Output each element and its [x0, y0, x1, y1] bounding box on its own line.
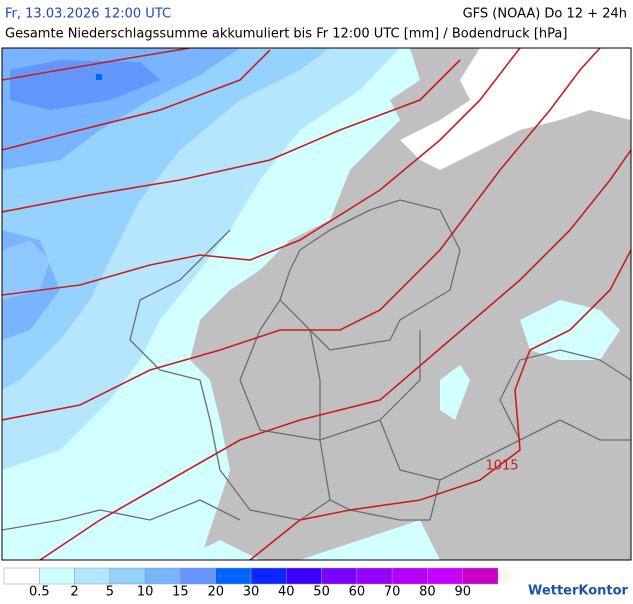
- legend-label: 80: [419, 585, 436, 600]
- legend-swatch: [109, 567, 146, 585]
- legend-label: 0.5: [29, 585, 50, 600]
- legend-label: 40: [278, 585, 295, 600]
- logo: WetterKontor: [528, 584, 629, 599]
- legend-label: 10: [137, 585, 154, 600]
- legend-label: 30: [243, 585, 260, 600]
- legend-label: 20: [207, 585, 224, 600]
- date-title: Fr, 13.03.2026 12:00 UTC: [5, 7, 171, 22]
- legend-label: 70: [384, 585, 401, 600]
- legend-swatch: [286, 567, 322, 585]
- legend-swatch: [427, 567, 463, 585]
- legend-label: 90: [454, 585, 471, 600]
- legend: 0.5 2 5 10 15 20 30 40 50 60 70 80 90: [3, 567, 499, 600]
- legend-label: 5: [106, 585, 114, 600]
- legend-swatch: [321, 567, 358, 585]
- subtitle: Gesamte Niederschlagssumme akkumuliert b…: [5, 27, 567, 42]
- legend-label: 15: [172, 585, 189, 600]
- legend-swatch: [250, 567, 287, 585]
- legend-swatch: [215, 567, 252, 585]
- legend-label: 2: [70, 585, 78, 600]
- legend-swatch: [391, 567, 428, 585]
- legend-swatch: [3, 567, 40, 585]
- legend-swatch: [74, 567, 111, 585]
- legend-swatch: [180, 567, 216, 585]
- legend-swatch: [39, 567, 75, 585]
- map: 1015: [1, 47, 632, 561]
- model-title: GFS (NOAA) Do 12 + 24h: [463, 7, 627, 22]
- legend-label: 50: [313, 585, 330, 600]
- legend-swatch: [144, 567, 181, 585]
- legend-label: 60: [349, 585, 366, 600]
- legend-swatch: [356, 567, 393, 585]
- legend-swatch: [462, 567, 499, 585]
- isobar-label: 1015: [485, 459, 518, 474]
